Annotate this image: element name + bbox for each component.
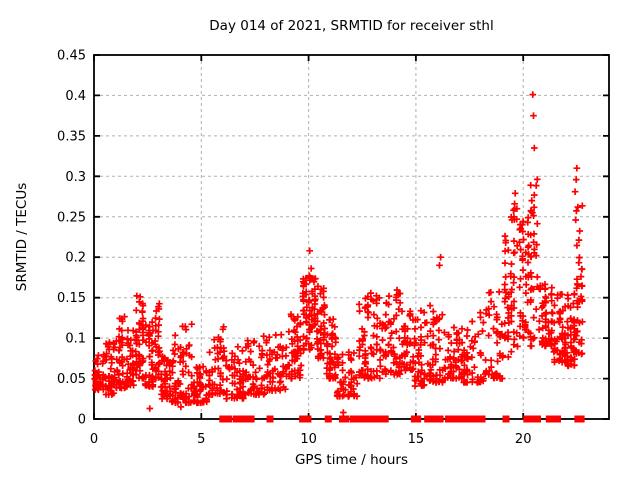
y-tick-label: 0.45: [57, 49, 86, 64]
x-tick-label: 15: [408, 432, 425, 447]
data-points: [91, 91, 586, 416]
y-tick-label: 0.35: [57, 129, 86, 144]
x-tick-label: 20: [515, 432, 532, 447]
y-tick-label: 0.25: [57, 210, 86, 225]
y-tick-label: 0.4: [65, 89, 86, 104]
y-tick-label: 0.1: [65, 332, 86, 347]
x-axis-label: GPS time / hours: [294, 452, 409, 468]
x-tick-label: 10: [300, 432, 317, 447]
y-tick-label: 0: [78, 413, 86, 428]
y-tick-label: 0.15: [57, 291, 86, 306]
y-tick-label: 0.05: [57, 372, 86, 387]
x-tick-label: 5: [197, 432, 205, 447]
chart-title: Day 014 of 2021, SRMTID for receiver sth…: [209, 18, 494, 34]
y-tick-label: 0.2: [65, 251, 86, 266]
zero-value-markers: [219, 415, 585, 423]
grid-lines: [94, 55, 609, 419]
y-tick-label: 0.3: [65, 170, 86, 185]
x-tick-label: 0: [90, 432, 98, 447]
